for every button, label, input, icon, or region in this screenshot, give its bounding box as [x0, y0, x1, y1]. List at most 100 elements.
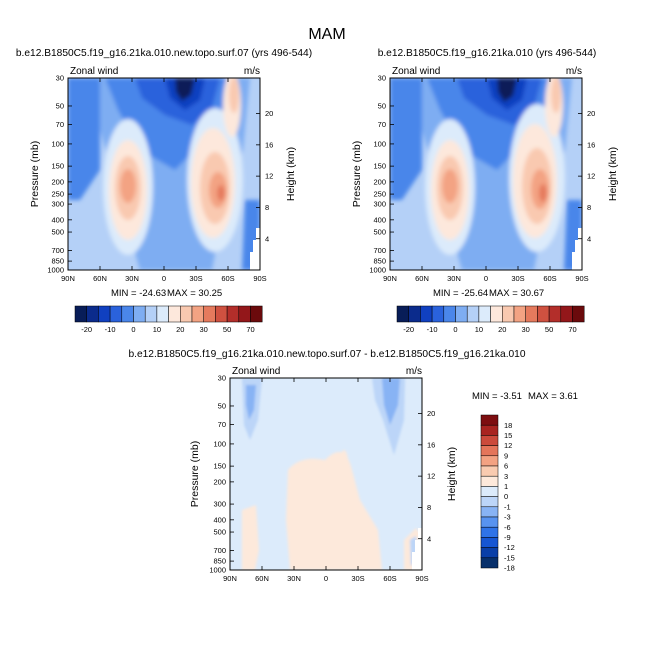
colorbar-label: -20 [403, 325, 414, 334]
height-tick-label: 8 [265, 203, 269, 212]
panel-2-max: MAX = 30.67 [489, 288, 544, 299]
colorbar-swatch [455, 305, 468, 323]
p3-pos-tropics [286, 452, 382, 570]
colorbar-label: -12 [504, 543, 515, 552]
x-tick-label: 30S [511, 274, 524, 283]
panel-1-min: MIN = -24.63 [111, 288, 166, 299]
y-tick-label: 250 [373, 190, 386, 199]
colorbar-swatch [408, 305, 421, 323]
x-tick-label: 30N [287, 574, 301, 583]
y-tick-label: 150 [213, 462, 226, 471]
colorbar-label: 3 [504, 472, 508, 481]
x-tick-label: 30N [125, 274, 139, 283]
x-tick-label: 90N [383, 274, 397, 283]
colorbar-label: 9 [504, 451, 508, 460]
x-tick-label: 60N [415, 274, 429, 283]
panel-2-contours [390, 78, 582, 270]
y-tick-label: 30 [218, 374, 226, 383]
y-tick-label: 850 [373, 257, 386, 266]
height-tick-label: 16 [587, 140, 595, 149]
panel-1-x-ticks: 90N 60N 30N 0 30S 60S 90S [61, 78, 267, 283]
x-tick-label: 0 [324, 574, 328, 583]
y-tick-label: 250 [51, 190, 64, 199]
colorbar-swatch [480, 455, 499, 467]
p3-neg-north-core [246, 385, 256, 420]
colorbar-label: -18 [504, 564, 515, 573]
y-tick-label: 1000 [209, 566, 226, 575]
colorbar-label: 10 [153, 325, 161, 334]
y-tick-label: 400 [373, 215, 386, 224]
y-tick-label: 150 [51, 162, 64, 171]
height-tick-label: 4 [587, 234, 591, 243]
colorbar-label: 20 [176, 325, 184, 334]
colorbar-swatch [480, 475, 499, 487]
x-tick-label: 30S [189, 274, 202, 283]
colorbar-label: 6 [504, 462, 508, 471]
colorbar-label: -20 [81, 325, 92, 334]
colorbar-swatch [480, 557, 499, 569]
colorbar-swatch [480, 445, 499, 457]
panel-2-left-label: Zonal wind [392, 66, 440, 77]
colorbar-swatch [215, 305, 228, 323]
panel-3-field [230, 378, 422, 570]
y-tick-label: 200 [51, 177, 64, 186]
panel-1-left-label: Zonal wind [70, 66, 118, 77]
x-tick-label: 90S [415, 574, 428, 583]
panel-2-ylabel: Pressure (mb) [351, 141, 363, 208]
colorbar-swatch [121, 305, 134, 323]
colorbar-swatch [396, 305, 409, 323]
colorbar-swatch [537, 305, 550, 323]
y-tick-label: 100 [373, 140, 386, 149]
colorbar-swatch [548, 305, 562, 323]
figure-title: MAM [308, 26, 345, 43]
panel-1-ylabel: Pressure (mb) [29, 141, 41, 208]
y-tick-label: 700 [373, 246, 386, 255]
height-tick-label: 20 [427, 409, 435, 418]
height-tick-label: 20 [587, 109, 595, 118]
colorbar-swatch [98, 305, 111, 323]
p1-sh-jet-5 [217, 185, 225, 201]
colorbar-swatch [191, 305, 204, 323]
x-tick-label: 0 [162, 274, 166, 283]
height-tick-label: 12 [587, 172, 595, 181]
panel-3-x-ticks: 90N 60N 30N 0 30S 60S 90S [223, 378, 429, 583]
x-tick-label: 60N [93, 274, 107, 283]
colorbar-swatch [480, 496, 499, 508]
colorbar-swatch [226, 305, 240, 323]
x-tick-label: 90S [575, 274, 588, 283]
colorbar-swatch [74, 305, 87, 323]
colorbar-swatch [443, 305, 456, 323]
colorbar-swatch [156, 305, 169, 323]
colorbar-swatch [480, 547, 499, 559]
x-tick-label: 90N [223, 574, 237, 583]
panel-3: b.e12.B1850C5.f19_g16.21ka.010.new.topo.… [128, 349, 577, 583]
colorbar-swatch [480, 486, 499, 497]
colorbar-label: 30 [522, 325, 530, 334]
y-tick-label: 1000 [47, 266, 64, 275]
p3-pos-nh-upper [339, 450, 349, 494]
panel-1-colorbar: -20 -10 0 10 20 30 50 70 [74, 305, 263, 334]
height-tick-label: 12 [427, 472, 435, 481]
panel-3-min: MIN = -3.51 [472, 391, 522, 402]
y-tick-label: 70 [218, 420, 226, 429]
panel-2-x-ticks: 90N 60N 30N 0 30S 60S 90S [383, 78, 589, 283]
colorbar-label: 50 [223, 325, 231, 334]
colorbar-swatch [525, 305, 538, 323]
colorbar-swatch [478, 305, 491, 323]
panel-3-max: MAX = 3.61 [528, 391, 578, 402]
colorbar-label: -3 [504, 513, 511, 522]
colorbar-swatch [109, 305, 123, 323]
height-tick-label: 16 [427, 440, 435, 449]
colorbar-swatch [86, 305, 99, 323]
x-tick-label: 60N [255, 574, 269, 583]
colorbar-swatch [513, 305, 526, 323]
y-tick-label: 400 [51, 215, 64, 224]
colorbar-label: 1 [504, 482, 508, 491]
y-tick-label: 30 [56, 74, 64, 83]
panel-2-height-ticks: 20 16 12 8 4 [578, 109, 595, 243]
panel-1-units: m/s [244, 66, 260, 77]
colorbar-swatch [420, 305, 433, 323]
colorbar-swatch [466, 305, 480, 323]
y-tick-label: 700 [213, 546, 226, 555]
colorbar-label: 0 [504, 492, 508, 501]
